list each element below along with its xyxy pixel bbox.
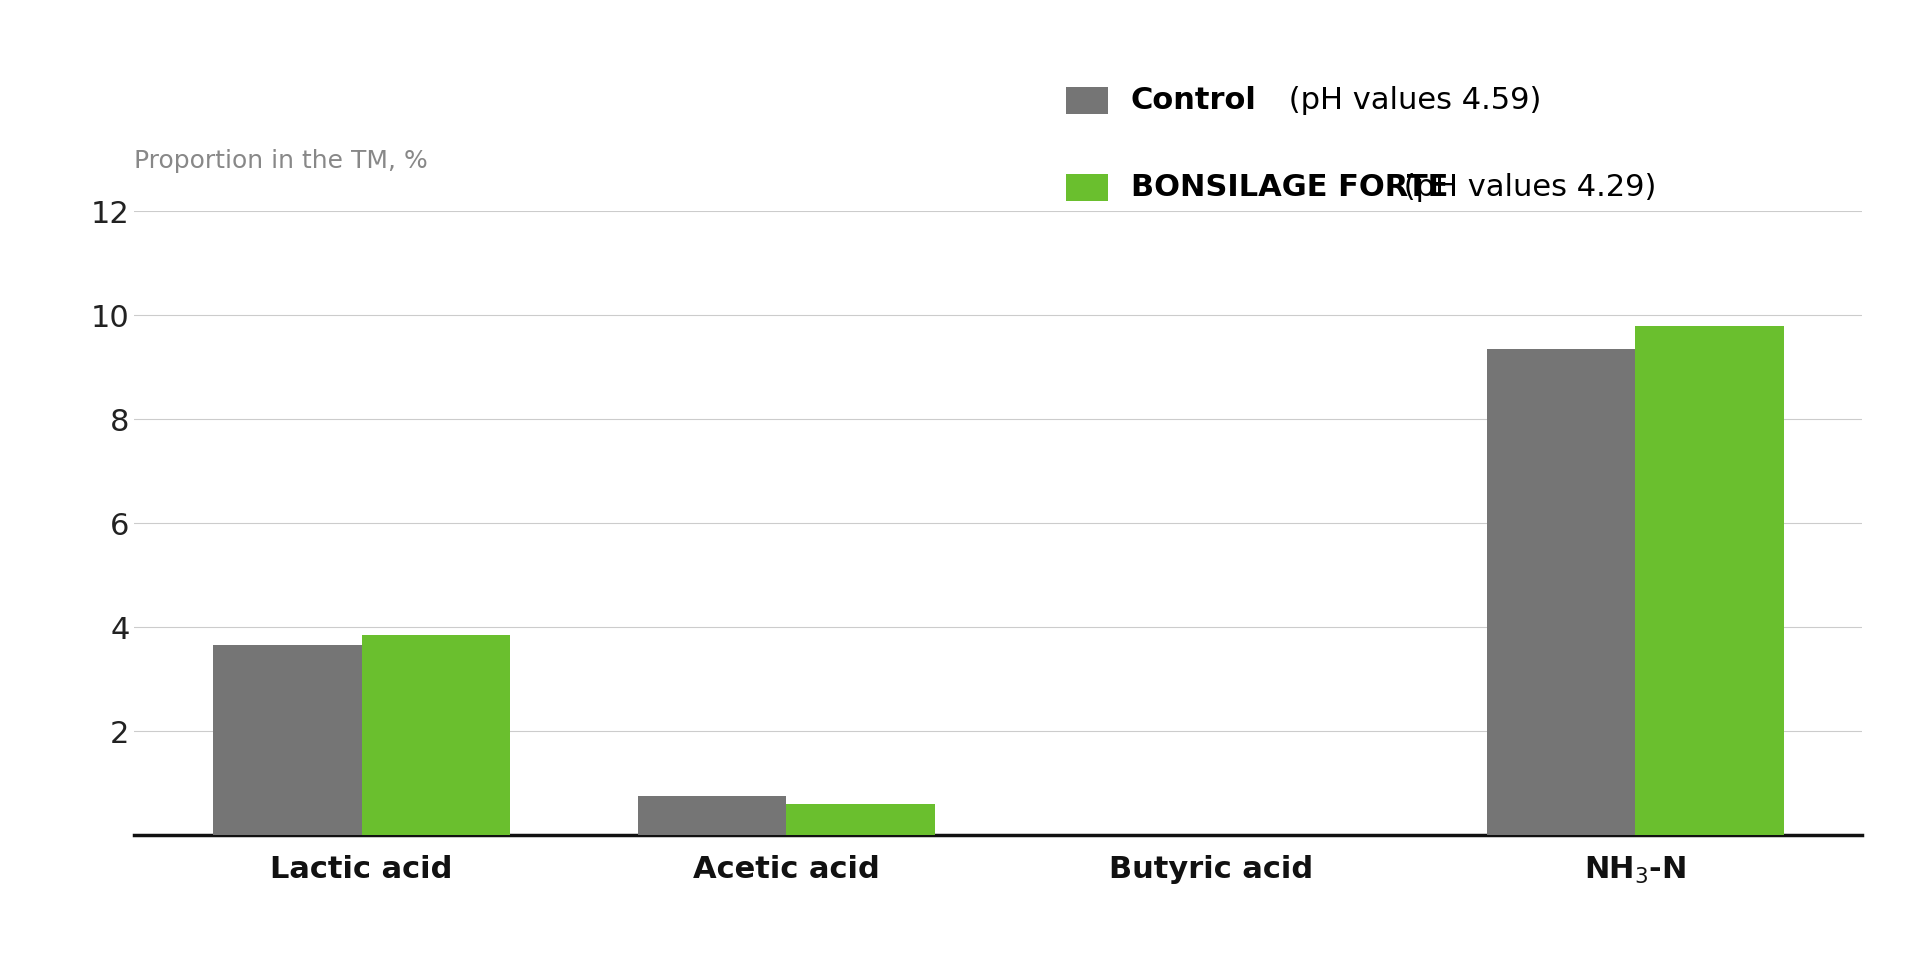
Text: (pH values 4.29): (pH values 4.29): [1394, 173, 1657, 202]
Bar: [361, 635, 511, 835]
Bar: [213, 645, 361, 835]
Text: Control: Control: [1131, 86, 1258, 115]
Text: (pH values 4.59): (pH values 4.59): [1279, 86, 1542, 115]
Text: BONSILAGE FORTE: BONSILAGE FORTE: [1131, 173, 1448, 202]
Bar: [1636, 325, 1784, 835]
Bar: [1486, 349, 1636, 835]
Text: Proportion in the TM, %: Proportion in the TM, %: [134, 149, 428, 173]
Bar: [785, 804, 935, 835]
Bar: [637, 796, 785, 835]
